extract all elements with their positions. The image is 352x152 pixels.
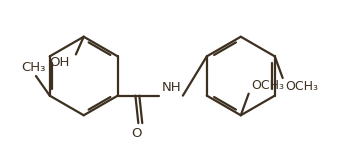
- Text: OCH₃: OCH₃: [285, 80, 319, 93]
- Text: NH: NH: [161, 81, 181, 94]
- Text: OCH₃: OCH₃: [252, 79, 285, 92]
- Text: CH₃: CH₃: [21, 61, 45, 74]
- Text: O: O: [131, 127, 142, 140]
- Text: OH: OH: [50, 56, 70, 69]
